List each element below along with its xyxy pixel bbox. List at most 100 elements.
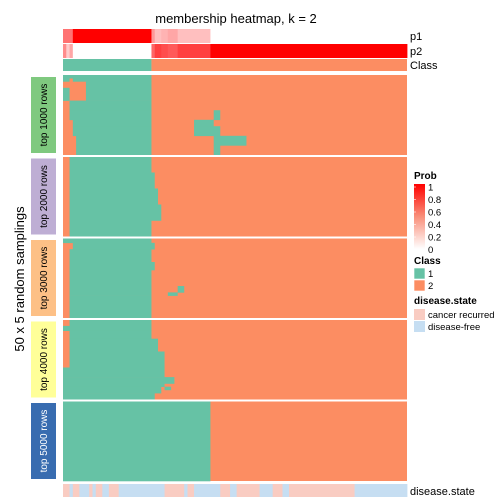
- legend: Prob 10.80.60.40.20 Class 12 disease.sta…: [413, 171, 495, 333]
- group-label: top 1000 rows: [39, 84, 50, 147]
- group-label: top 4000 rows: [39, 328, 50, 391]
- disease-state-cell: [72, 484, 80, 497]
- legend-class-title: Class: [414, 256, 441, 267]
- heatmap-cell-class-1: [76, 135, 152, 146]
- heatmap-cell-class-1: [63, 377, 175, 384]
- heatmap-cell-class-1: [63, 367, 165, 378]
- heatmap-cell-class-1: [69, 302, 152, 319]
- heatmap-cell-class-1: [63, 75, 152, 79]
- group-label: top 5000 rows: [39, 410, 50, 473]
- disease-state-cell: [95, 484, 103, 497]
- heatmap-cell-class-1: [194, 126, 221, 137]
- bottom-annotation: disease.state: [63, 484, 475, 498]
- heatmap-cell-class-1: [69, 338, 159, 352]
- heatmap-cell-class-1: [72, 119, 152, 127]
- disease-state-cell: [184, 484, 188, 497]
- group-label-box: [31, 240, 56, 316]
- disease-state-cell: [164, 484, 185, 497]
- y-axis-label: 50 x 5 random samplings: [12, 206, 27, 352]
- prob-tick-label: 0.2: [428, 233, 441, 244]
- top-annotations: p1 p2 Class: [63, 29, 438, 72]
- group-separator: [63, 399, 407, 402]
- class-annotation-1: [63, 59, 152, 71]
- p1-cell: [151, 29, 156, 43]
- disease-state-cell: [289, 484, 355, 497]
- group-label-box: [31, 77, 56, 153]
- legend-disease-swatch: [414, 321, 425, 332]
- disease-state-cell: [63, 484, 70, 497]
- heatmap-cell-class-1: [69, 351, 165, 368]
- disease-state-cell: [259, 484, 274, 497]
- p2-cell: [177, 44, 211, 58]
- group-label: top 3000 rows: [39, 247, 50, 310]
- heatmap-body: [63, 75, 407, 482]
- disease-state-cell: [230, 484, 238, 497]
- prob-tick-label: 1: [428, 183, 433, 194]
- p1-cell: [210, 29, 408, 43]
- disease-state-cell: [282, 484, 290, 497]
- heatmap-cell-class-1: [213, 110, 221, 121]
- group-separator: [63, 236, 407, 239]
- heatmap-cell-class-1: [63, 386, 162, 391]
- group-label-box: [31, 158, 56, 235]
- heatmap-cell-class-1: [177, 286, 185, 293]
- heatmap-cell-class-1: [69, 286, 152, 293]
- p1-cell: [72, 29, 152, 43]
- heatmap-cell-class-1: [69, 330, 152, 339]
- heatmap-cell-class-1: [69, 204, 162, 221]
- heatmap-cell-class-1: [69, 220, 152, 237]
- heatmap-cell-class-1: [63, 238, 152, 244]
- chart-title: membership heatmap, k = 2: [155, 11, 317, 26]
- p2-cell: [210, 44, 408, 58]
- heatmap-cell-class-1: [69, 156, 152, 173]
- heatmap-cell-class-1: [69, 172, 155, 189]
- heatmap-cell-class-1: [63, 325, 152, 331]
- legend-prob-colorbar: [414, 184, 425, 249]
- legend-disease-title: disease.state: [414, 296, 477, 307]
- heatmap-cell-class-1: [69, 270, 152, 287]
- legend-class-swatch: [413, 267, 426, 280]
- heatmap-cell-class-1: [72, 242, 155, 250]
- disease-state-cell: [89, 484, 93, 497]
- p1-cell: [161, 29, 169, 43]
- disease-state-cell: [118, 484, 165, 497]
- heatmap-cell-class-1: [213, 135, 247, 146]
- p2-cell: [63, 44, 67, 58]
- group-label: top 2000 rows: [39, 165, 50, 228]
- legend-class-label: 1: [428, 269, 433, 280]
- disease-state-cell: [79, 484, 90, 497]
- disease-state-cell: [187, 484, 195, 497]
- heatmap-cell-class-1: [69, 262, 155, 271]
- p1-cell: [177, 29, 211, 43]
- annotation-label-p1: p1: [410, 31, 422, 43]
- heatmap-cell-class-1: [69, 249, 152, 263]
- class-annotation-2: [151, 59, 407, 71]
- legend-class-label: 2: [428, 281, 433, 292]
- group-label-box: [31, 321, 56, 398]
- heatmap-cell-class-1: [85, 87, 152, 101]
- p2-cell: [72, 44, 152, 58]
- heatmap-cell-class-1: [63, 389, 162, 394]
- disease-state-cell: [272, 484, 283, 497]
- p2-cell: [66, 44, 70, 58]
- disease-state-cell: [92, 484, 97, 497]
- p2-cell: [69, 44, 74, 58]
- legend-disease-label: disease-free: [428, 322, 480, 333]
- heatmap-cell-class-1: [167, 292, 178, 296]
- heatmap-cell-class-1: [72, 78, 152, 82]
- p1-cell: [63, 29, 74, 43]
- p2-cell: [161, 44, 169, 58]
- disease-state-cell: [102, 484, 110, 497]
- heatmap-cell-class-1: [63, 401, 211, 482]
- heatmap-cell-class-1: [85, 81, 152, 89]
- annotation-label-class: Class: [410, 60, 438, 72]
- p2-cell: [167, 44, 179, 58]
- heatmap-cell-class-1: [194, 119, 214, 127]
- heatmap-cell-class-1: [63, 78, 70, 82]
- disease-state-cell: [108, 484, 120, 497]
- heatmap-cell-class-1: [69, 292, 152, 296]
- group-labels: top 1000 rows top 2000 rows top 3000 rows t…: [31, 77, 56, 479]
- disease-state-cell: [194, 484, 221, 497]
- heatmap-cell-class-1: [69, 100, 152, 111]
